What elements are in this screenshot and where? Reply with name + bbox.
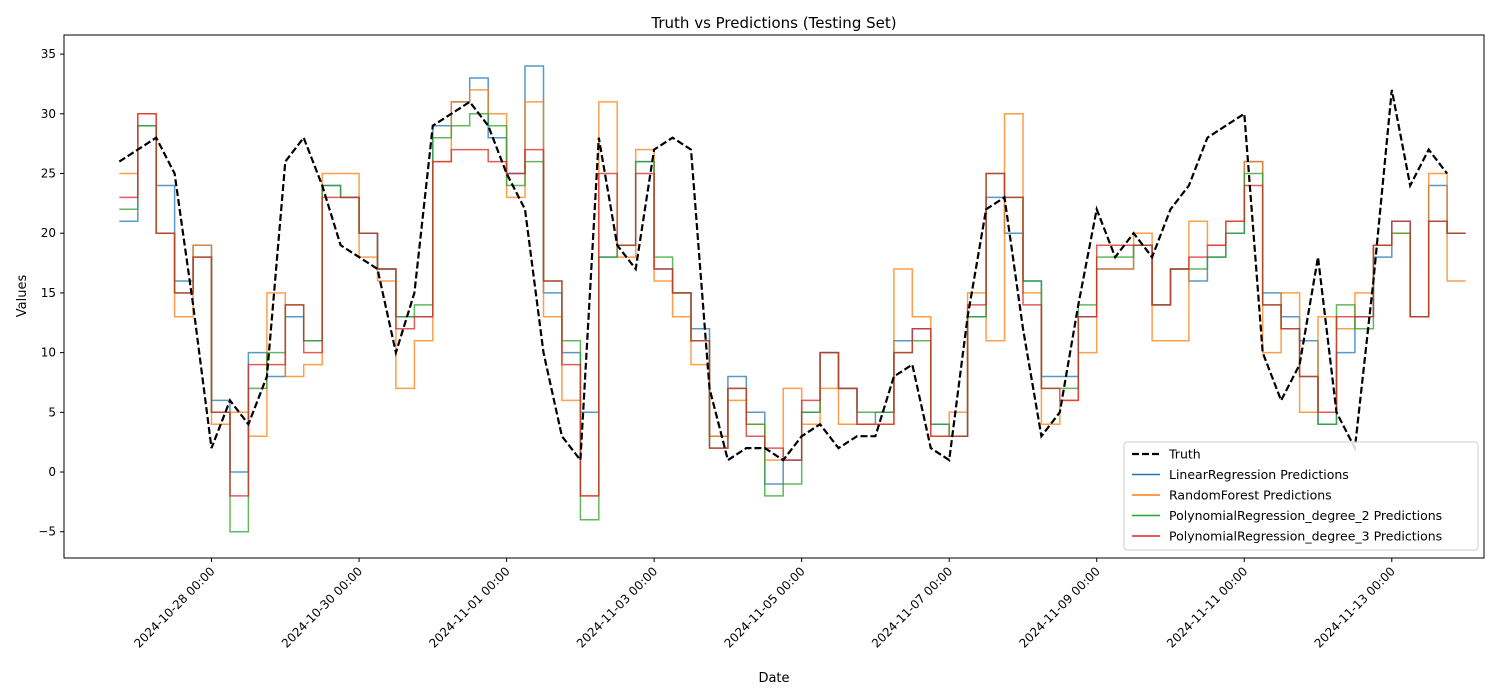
legend-entry-label: RandomForest Predictions bbox=[1169, 488, 1332, 503]
y-tick-label: 15 bbox=[41, 286, 56, 300]
legend-entry-label: Truth bbox=[1168, 447, 1201, 462]
y-tick-label: 0 bbox=[48, 465, 56, 479]
chart-title: Truth vs Predictions (Testing Set) bbox=[650, 14, 896, 32]
y-axis-ticks: −5 0 5 10 15 20 25 30 35 bbox=[38, 47, 64, 539]
series-layer bbox=[118, 65, 1466, 533]
series-line-truth bbox=[118, 89, 1448, 464]
legend-entry-label: PolynomialRegression_degree_3 Prediction… bbox=[1169, 529, 1442, 544]
legend-frame bbox=[1123, 441, 1479, 551]
y-tick-label: −5 bbox=[38, 525, 56, 539]
series-line-polynomialregression-degree-3-predictions bbox=[119, 113, 1466, 497]
y-tick-label: 5 bbox=[48, 405, 56, 419]
x-axis-label: Date bbox=[758, 671, 789, 686]
y-tick-label: 30 bbox=[41, 107, 56, 121]
y-axis-label: Values bbox=[15, 275, 30, 318]
legend: Truth LinearRegression Predictions RandomF… bbox=[1123, 441, 1479, 551]
y-tick-label: 25 bbox=[41, 167, 56, 181]
y-tick-label: 10 bbox=[41, 346, 56, 360]
y-tick-label: 35 bbox=[41, 47, 56, 61]
y-tick-label: 20 bbox=[41, 226, 56, 240]
plot-area-frame bbox=[63, 34, 1485, 559]
legend-entry-label: PolynomialRegression_degree_2 Prediction… bbox=[1169, 508, 1442, 523]
legend-entry-label: LinearRegression Predictions bbox=[1169, 467, 1349, 482]
